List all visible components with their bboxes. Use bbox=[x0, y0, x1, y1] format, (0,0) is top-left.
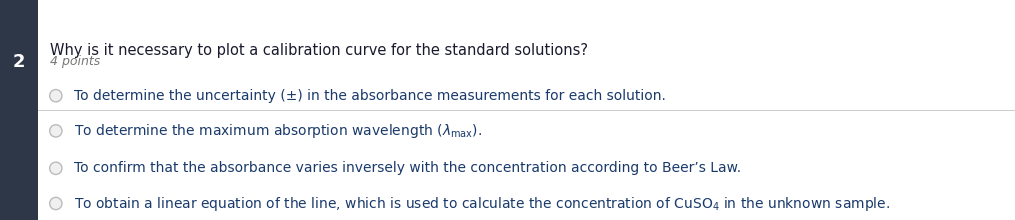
Ellipse shape bbox=[50, 162, 62, 174]
Ellipse shape bbox=[50, 125, 62, 137]
Bar bbox=[0, 0, 38, 220]
Ellipse shape bbox=[50, 197, 62, 210]
Ellipse shape bbox=[50, 90, 62, 102]
Text: To confirm that the absorbance varies inversely with the concentration according: To confirm that the absorbance varies in… bbox=[74, 161, 741, 175]
Text: 4 points: 4 points bbox=[50, 55, 100, 68]
Text: To obtain a linear equation of the line, which is used to calculate the concentr: To obtain a linear equation of the line,… bbox=[74, 194, 890, 213]
Text: To determine the maximum absorption wavelength ($\lambda_\mathrm{max}$).: To determine the maximum absorption wave… bbox=[74, 122, 482, 140]
Text: Why is it necessary to plot a calibration curve for the standard solutions?: Why is it necessary to plot a calibratio… bbox=[50, 43, 588, 58]
Text: To determine the uncertainty (±) in the absorbance measurements for each solutio: To determine the uncertainty (±) in the … bbox=[74, 89, 666, 103]
Text: 2: 2 bbox=[13, 53, 25, 71]
